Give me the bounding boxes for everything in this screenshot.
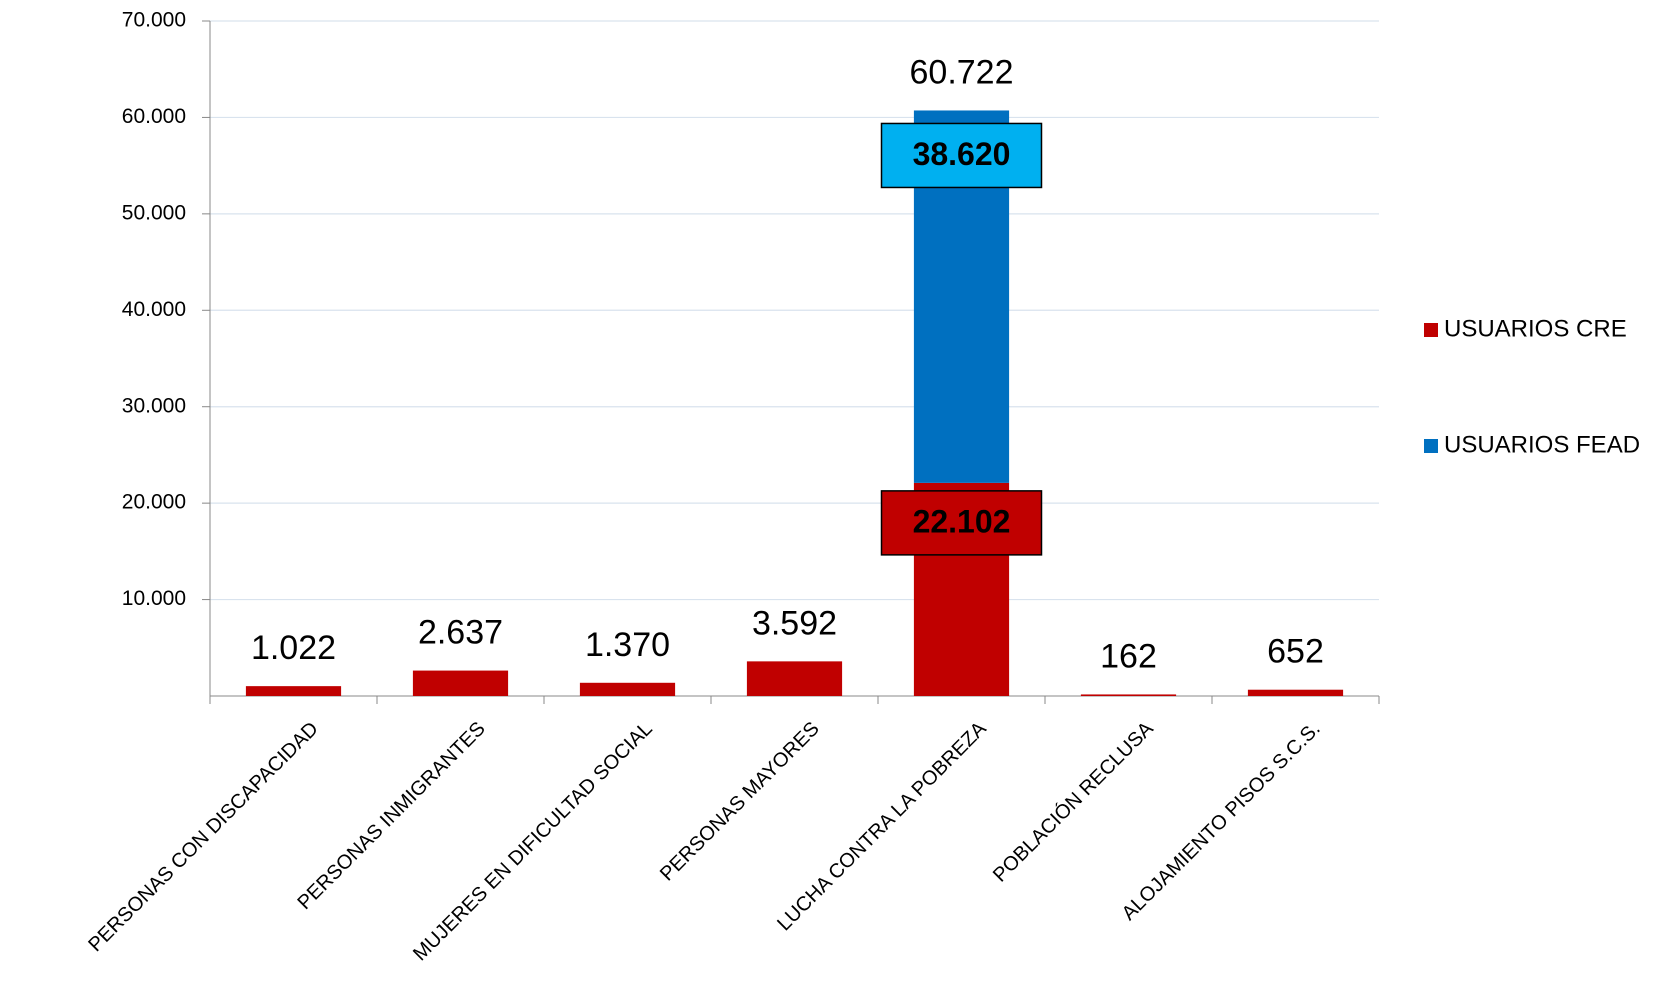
bar	[245, 686, 342, 696]
total-label: 60.722	[910, 53, 1014, 91]
total-label: 1.370	[585, 626, 670, 664]
bar	[1080, 694, 1177, 696]
legend-label: USUARIOS FEAD	[1444, 431, 1640, 458]
total-label: 652	[1267, 633, 1324, 671]
y-tick-label: 70.000	[122, 9, 186, 32]
bar	[746, 661, 843, 696]
x-tick-label: POBLACIÓN RECLUSA	[988, 717, 1158, 887]
y-tick-label: 10.000	[122, 587, 186, 610]
x-tick-label: PERSONAS INMIGRANTES	[293, 718, 489, 914]
y-tick-label: 60.000	[122, 105, 186, 128]
bar	[579, 682, 676, 696]
value-label: 22.102	[913, 503, 1011, 539]
legend-label: USUARIOS CRE	[1444, 315, 1627, 342]
bar	[1247, 689, 1344, 696]
bar	[412, 670, 509, 696]
y-tick-label: 20.000	[122, 491, 186, 514]
total-label: 162	[1100, 637, 1157, 675]
y-tick-label: 40.000	[122, 298, 186, 321]
x-tick-label: PERSONAS CON DISCAPACIDAD	[84, 718, 322, 956]
y-tick-label: 50.000	[122, 201, 186, 224]
x-tick-label: ALOJAMIENTO PISOS S.C.S.	[1118, 718, 1325, 925]
value-label: 38.620	[913, 136, 1011, 172]
x-tick-label: PERSONAS MAYORES	[656, 718, 824, 886]
legend-swatch	[1424, 439, 1438, 453]
legend-swatch	[1424, 323, 1438, 337]
y-tick-label: 30.000	[122, 394, 186, 417]
total-label: 1.022	[251, 629, 336, 667]
total-label: 3.592	[752, 604, 837, 642]
value-label-box	[880, 122, 1043, 189]
value-label-box	[880, 490, 1043, 556]
total-label: 2.637	[418, 614, 503, 652]
